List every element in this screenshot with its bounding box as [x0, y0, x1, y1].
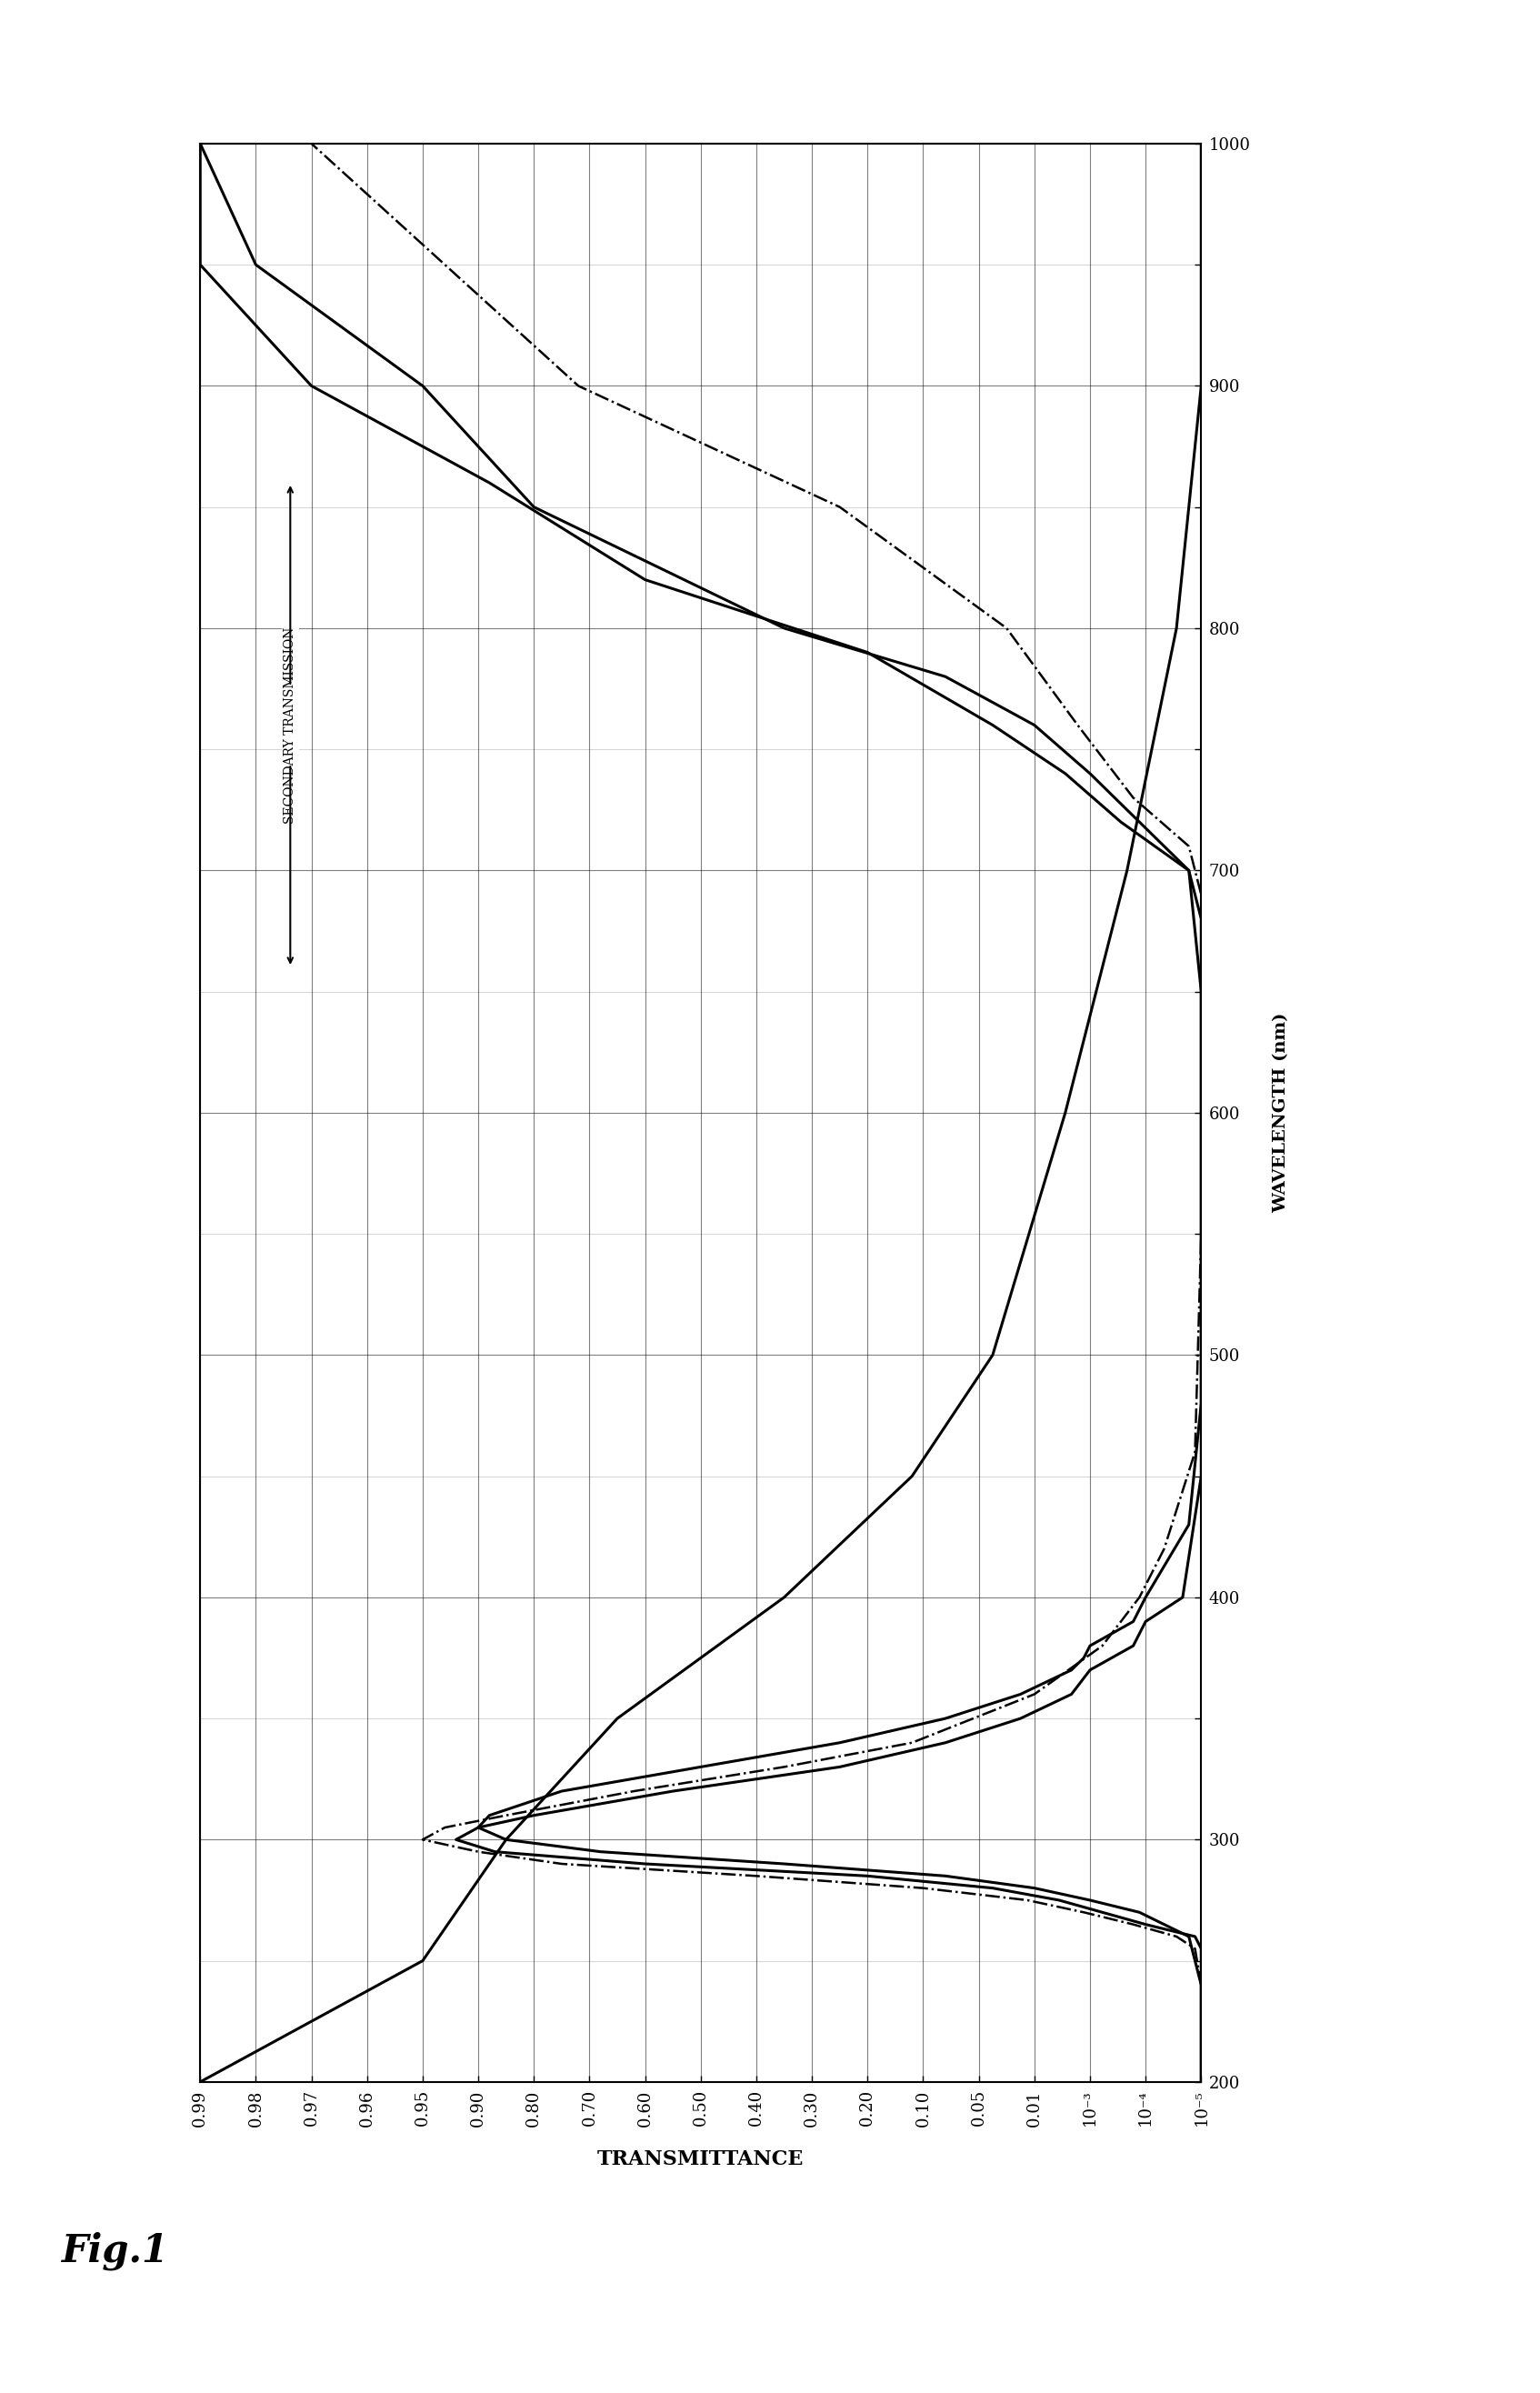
Y-axis label: WAVELENGTH (nm): WAVELENGTH (nm) — [1274, 1012, 1289, 1213]
Text: Fig.1: Fig.1 — [62, 2230, 169, 2271]
Text: SECONDARY TRANSMISSION: SECONDARY TRANSMISSION — [283, 627, 297, 823]
X-axis label: TRANSMITTANCE: TRANSMITTANCE — [598, 2149, 804, 2168]
